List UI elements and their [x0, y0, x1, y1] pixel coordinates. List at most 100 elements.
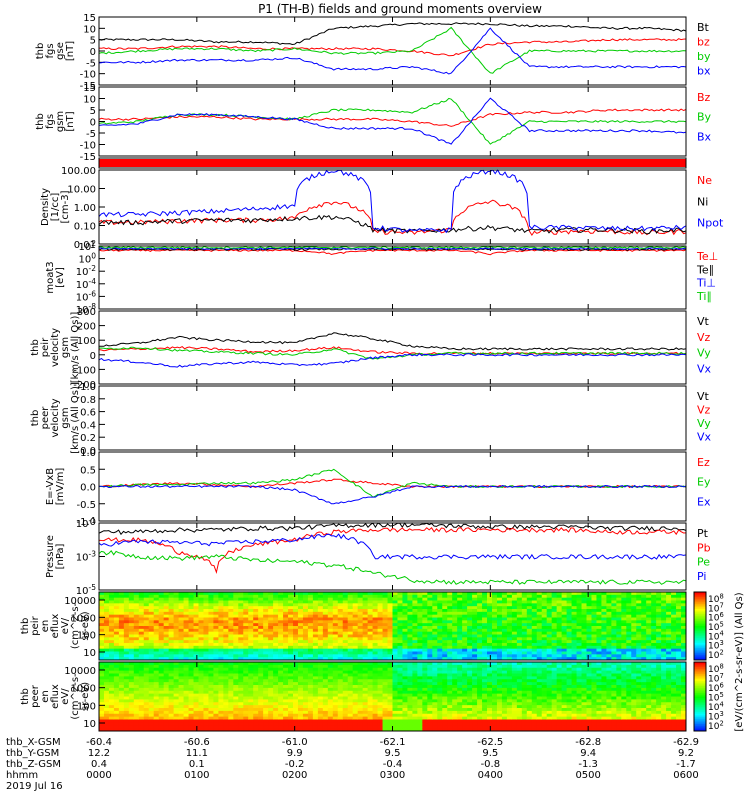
- spectrogram-cell: [139, 620, 144, 623]
- spectrogram-cell: [542, 612, 547, 615]
- spectrogram-cell: [487, 654, 492, 657]
- spectrogram-cell: [661, 654, 666, 657]
- spectrogram-cell: [393, 629, 398, 632]
- spectrogram-cell: [487, 620, 492, 623]
- spectrogram-cell: [397, 702, 402, 705]
- spectrogram-cell: [348, 708, 353, 711]
- spectrogram-cell: [393, 595, 398, 598]
- spectrogram-cell: [263, 674, 268, 677]
- spectrogram-cell: [208, 691, 213, 694]
- spectrogram-cell: [353, 620, 358, 623]
- spectrogram-cell: [184, 629, 189, 632]
- spectrogram-cell: [99, 620, 104, 623]
- y-tick-label: 10-5: [76, 583, 96, 597]
- spectrogram-cell: [641, 629, 646, 632]
- spectrogram-cell: [218, 620, 223, 623]
- spectrogram-cell: [606, 629, 611, 632]
- spectrogram-cell: [109, 685, 114, 688]
- spectrogram-cell: [477, 612, 482, 615]
- spectrogram-cell: [258, 629, 263, 632]
- spectrogram-cell: [283, 691, 288, 694]
- spectrogram-cell: [154, 674, 159, 677]
- spectrogram-cell: [189, 654, 194, 657]
- spectrogram-cell: [358, 629, 363, 632]
- spectrogram-cell: [343, 668, 348, 671]
- spectrogram-cell: [109, 620, 114, 623]
- spectrogram-cell: [293, 662, 298, 665]
- spectrogram-cell: [318, 646, 323, 649]
- spectrogram-cell: [288, 637, 293, 640]
- spectrogram-cell: [666, 629, 671, 632]
- spectrogram-cell: [522, 620, 527, 623]
- spectrogram-cell: [194, 646, 199, 649]
- spectrogram-cell: [263, 668, 268, 671]
- spectrogram-cell: [442, 685, 447, 688]
- spectrogram-cell: [303, 720, 308, 723]
- spectrogram-cell: [154, 654, 159, 657]
- spectrogram-cell: [119, 697, 124, 700]
- spectrogram-cell: [353, 612, 358, 615]
- spectrogram-cell: [402, 691, 407, 694]
- spectrogram-cell: [601, 646, 606, 649]
- spectrogram-cell: [164, 702, 169, 705]
- spectrogram-cell: [194, 714, 199, 717]
- series-fgs_gsm-By: [99, 98, 686, 144]
- spectrogram-cell: [348, 595, 353, 598]
- spectrogram-cell: [427, 629, 432, 632]
- spectrogram-cell: [467, 629, 472, 632]
- spectrogram-cell: [388, 714, 393, 717]
- spectrogram-cell: [208, 697, 213, 700]
- spectrogram-cell: [109, 662, 114, 665]
- spectrogram-cell: [368, 725, 373, 728]
- spectrogram-cell: [203, 595, 208, 598]
- spectrogram-cell: [577, 620, 582, 623]
- y-tick-label: 0: [90, 118, 96, 129]
- spectrogram-cell: [417, 620, 422, 623]
- spectrogram-cell: [273, 702, 278, 705]
- spectrogram-cell: [353, 629, 358, 632]
- spectrogram-cell: [104, 654, 109, 657]
- series-efield-Ez: [99, 479, 686, 487]
- spectrogram-cell: [203, 612, 208, 615]
- spectrogram-cell: [343, 679, 348, 682]
- spectrogram-cell: [641, 612, 646, 615]
- spectrogram-cell: [298, 720, 303, 723]
- spectrogram-cell: [233, 685, 238, 688]
- spectrogram-cell: [462, 714, 467, 717]
- spectrogram-cell: [184, 691, 189, 694]
- spectrogram-cell: [671, 603, 676, 606]
- spectrogram-cell: [422, 668, 427, 671]
- spectrogram-cell: [169, 679, 174, 682]
- spectrogram-cell: [109, 679, 114, 682]
- spectrogram-cell: [447, 612, 452, 615]
- spectrogram-cell: [233, 702, 238, 705]
- y-tick-label: 0.0: [80, 483, 96, 494]
- spectrogram-cell: [273, 714, 278, 717]
- spectrogram-cell: [407, 679, 412, 682]
- spectrogram-cell: [144, 662, 149, 665]
- spectrogram-cell: [378, 720, 383, 723]
- spectrogram-cell: [567, 637, 572, 640]
- spectrogram-cell: [358, 691, 363, 694]
- spectrogram-cell: [248, 595, 253, 598]
- spectrogram-cell: [258, 691, 263, 694]
- spectrogram-cell: [363, 662, 368, 665]
- spectrogram-cell: [666, 654, 671, 657]
- spectrogram-cell: [313, 662, 318, 665]
- spectrogram-cell: [203, 725, 208, 728]
- spectrogram-cell: [452, 702, 457, 705]
- spectrogram-cell: [552, 612, 557, 615]
- spectrogram-cell: [512, 603, 517, 606]
- spectrogram-cell: [562, 620, 567, 623]
- spectrogram-cell: [213, 662, 218, 665]
- spectrogram-cell: [243, 668, 248, 671]
- spectrogram-cell: [457, 668, 462, 671]
- spectrogram-cell: [587, 612, 592, 615]
- spectrogram-cell: [348, 612, 353, 615]
- spectrogram-cell: [457, 603, 462, 606]
- spectrogram-cell: [164, 697, 169, 700]
- spectrogram-cell: [621, 595, 626, 598]
- spectrogram-cell: [233, 595, 238, 598]
- spectrogram-cell: [149, 702, 154, 705]
- spectrogram-cell: [412, 714, 417, 717]
